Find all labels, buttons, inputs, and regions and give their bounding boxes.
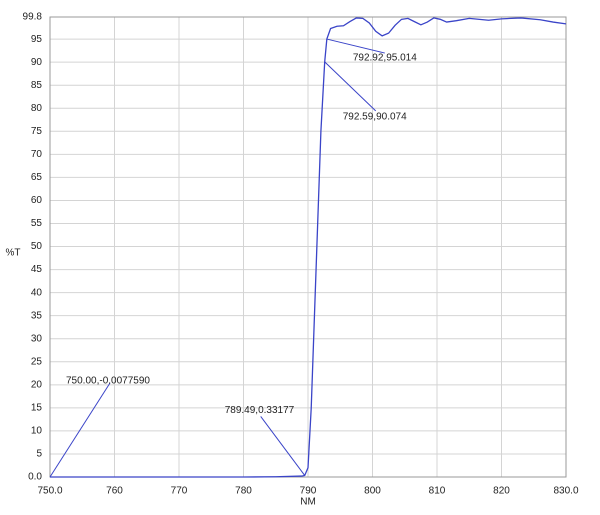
y-tick-label: 85 [31,80,43,91]
y-tick-label: 65 [31,172,43,183]
x-axis-label: NM [300,497,316,508]
annotation: 750.00,-0.0077590 [66,376,150,387]
y-tick-label: 55 [31,218,43,229]
x-tick-label: 800 [364,486,381,497]
y-tick-label: 99.8 [23,12,43,23]
annotation-leader [324,61,377,112]
x-tick-label: 790 [300,486,317,497]
x-tick-label: 780 [235,486,252,497]
y-tick-label: 95 [31,34,43,45]
y-tick-label: 90 [31,57,43,68]
y-tick-label: 35 [31,310,43,321]
y-axis-label: %T [6,248,21,259]
x-tick-label: 810 [429,486,446,497]
annotation-leader [326,38,385,54]
x-tick-label: 760 [106,486,123,497]
y-tick-label: 30 [31,333,43,344]
y-tick-label: 0.0 [28,472,42,483]
y-tick-label: 10 [31,426,43,437]
x-tick-label: 830.0 [553,486,578,497]
x-tick-label: 750.0 [37,486,62,497]
annotation-leader [49,382,111,478]
y-tick-label: 60 [31,195,43,206]
y-tick-label: 70 [31,149,43,160]
y-tick-label: 20 [31,379,43,390]
y-tick-label: 5 [36,449,42,460]
y-tick-label: 25 [31,356,43,367]
annotation-leader [260,416,306,476]
data-line [49,17,567,478]
annotation: 789.49,0.33177 [225,405,295,416]
annotation: 792.92,95.014 [353,53,417,64]
y-tick-label: 40 [31,287,43,298]
annotation: 792.59,90.074 [343,111,407,122]
y-tick-label: 80 [31,103,43,114]
y-tick-label: 50 [31,241,43,252]
y-tick-label: 45 [31,264,43,275]
y-tick-label: 75 [31,126,43,137]
y-tick-label: 15 [31,403,43,414]
plot-frame [49,16,567,478]
x-tick-label: 770 [171,486,188,497]
x-tick-label: 820 [493,486,510,497]
